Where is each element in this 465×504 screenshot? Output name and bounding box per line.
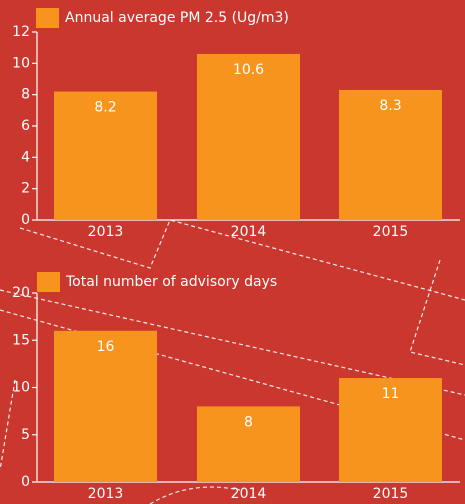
decoration <box>0 379 16 471</box>
y-tick-label: 6 <box>21 118 30 134</box>
bar <box>54 91 157 221</box>
data-label: 8 <box>244 414 253 430</box>
x-tick-label: 2013 <box>88 224 124 240</box>
legend-swatch <box>36 8 59 28</box>
y-tick-label: 0 <box>21 212 30 228</box>
decoration <box>409 259 465 366</box>
data-label: 10.6 <box>233 62 264 78</box>
data-label: 8.2 <box>94 100 116 116</box>
y-tick-label: 15 <box>12 332 30 348</box>
y-tick-label: 5 <box>21 427 30 443</box>
bar <box>197 406 300 482</box>
y-tick-label: 8 <box>21 87 30 103</box>
x-tick-label: 2014 <box>231 486 267 502</box>
legend-swatch <box>37 272 60 292</box>
y-tick-label: 4 <box>21 149 30 165</box>
bar <box>339 89 442 220</box>
bar <box>197 53 300 220</box>
x-tick-label: 2013 <box>88 486 124 502</box>
x-tick-label: 2015 <box>373 486 409 502</box>
legend-label: Total number of advisory days <box>65 274 277 290</box>
decoration <box>19 219 465 301</box>
data-label: 11 <box>382 386 400 402</box>
data-label: 8.3 <box>379 98 401 114</box>
bar <box>339 378 442 482</box>
legend-label: Annual average PM 2.5 (Ug/m3) <box>65 10 289 26</box>
y-tick-label: 10 <box>12 55 30 71</box>
data-label: 16 <box>97 339 115 355</box>
bar <box>54 330 157 482</box>
x-tick-label: 2015 <box>373 224 409 240</box>
y-tick-label: 12 <box>12 24 30 40</box>
decoration <box>149 486 241 504</box>
y-tick-label: 20 <box>12 285 30 301</box>
y-tick-label: 10 <box>12 380 30 396</box>
y-tick-label: 2 <box>21 181 30 197</box>
y-tick-label: 0 <box>21 474 30 490</box>
decoration <box>0 289 465 396</box>
x-tick-label: 2014 <box>231 224 267 240</box>
